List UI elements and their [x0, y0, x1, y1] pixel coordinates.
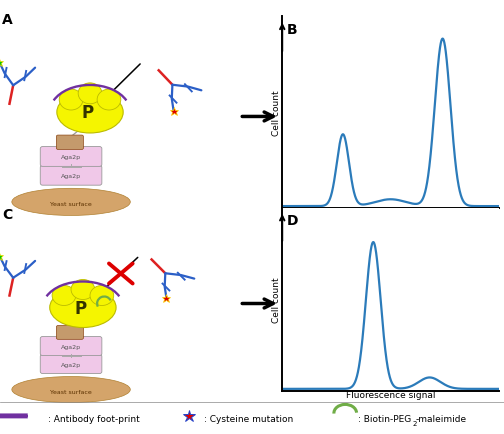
Ellipse shape: [97, 90, 121, 111]
Text: Aga2p: Aga2p: [61, 362, 81, 367]
Text: Yeast surface: Yeast surface: [50, 202, 92, 207]
Ellipse shape: [71, 280, 95, 300]
FancyBboxPatch shape: [40, 337, 102, 356]
Text: : Cysteine mutation: : Cysteine mutation: [204, 414, 293, 423]
Ellipse shape: [52, 286, 76, 306]
Text: Yeast surface: Yeast surface: [50, 389, 92, 394]
Ellipse shape: [57, 92, 123, 134]
Text: C: C: [3, 208, 13, 222]
Text: B: B: [287, 23, 297, 37]
Text: Aga2p: Aga2p: [61, 174, 81, 178]
Text: 2: 2: [412, 420, 417, 426]
X-axis label: Fluorescence signal: Fluorescence signal: [346, 391, 435, 400]
Text: -maleimide: -maleimide: [415, 414, 466, 423]
FancyBboxPatch shape: [40, 355, 102, 374]
X-axis label: Fluorescence signal: Fluorescence signal: [346, 208, 435, 217]
FancyBboxPatch shape: [40, 166, 102, 186]
Ellipse shape: [78, 84, 102, 105]
Text: : Biotin-PEG: : Biotin-PEG: [358, 414, 411, 423]
Text: P: P: [82, 104, 94, 122]
FancyBboxPatch shape: [56, 136, 83, 150]
Y-axis label: Cell count: Cell count: [272, 90, 281, 135]
Text: : Antibody foot-print: : Antibody foot-print: [48, 414, 140, 423]
Ellipse shape: [90, 286, 114, 306]
Ellipse shape: [12, 377, 130, 403]
Ellipse shape: [12, 189, 130, 216]
Ellipse shape: [59, 90, 83, 111]
Text: P: P: [75, 299, 87, 317]
Y-axis label: Cell count: Cell count: [272, 277, 281, 322]
Text: Aga2p: Aga2p: [61, 344, 81, 349]
Text: Aga2p: Aga2p: [61, 155, 81, 160]
FancyBboxPatch shape: [40, 147, 102, 167]
Text: A: A: [3, 13, 13, 27]
Text: D: D: [287, 214, 298, 228]
FancyBboxPatch shape: [56, 326, 83, 339]
Ellipse shape: [50, 288, 116, 328]
